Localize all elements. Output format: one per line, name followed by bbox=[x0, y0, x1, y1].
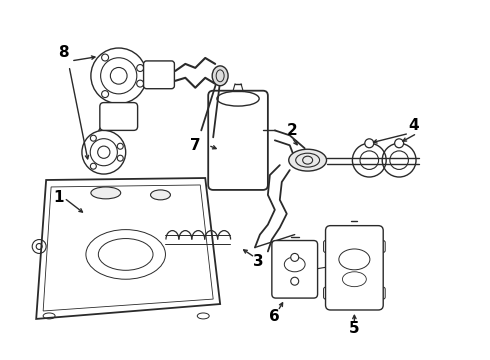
Ellipse shape bbox=[289, 149, 326, 171]
Text: 5: 5 bbox=[349, 321, 360, 336]
Ellipse shape bbox=[212, 66, 228, 86]
FancyBboxPatch shape bbox=[144, 61, 174, 89]
Circle shape bbox=[117, 155, 123, 161]
FancyBboxPatch shape bbox=[325, 226, 383, 310]
Circle shape bbox=[291, 277, 299, 285]
FancyBboxPatch shape bbox=[272, 240, 318, 298]
Circle shape bbox=[117, 143, 123, 149]
Text: 6: 6 bbox=[270, 310, 280, 324]
Ellipse shape bbox=[150, 190, 171, 200]
Circle shape bbox=[137, 64, 144, 72]
Ellipse shape bbox=[91, 187, 121, 199]
Circle shape bbox=[101, 91, 109, 98]
Text: 1: 1 bbox=[54, 190, 64, 205]
Circle shape bbox=[101, 54, 109, 61]
Circle shape bbox=[365, 139, 374, 148]
Circle shape bbox=[90, 135, 97, 141]
Circle shape bbox=[137, 80, 144, 87]
FancyBboxPatch shape bbox=[100, 103, 138, 130]
Text: 7: 7 bbox=[190, 138, 200, 153]
Text: 4: 4 bbox=[409, 118, 419, 133]
Circle shape bbox=[90, 163, 97, 169]
FancyBboxPatch shape bbox=[323, 287, 385, 299]
Circle shape bbox=[291, 253, 299, 261]
Circle shape bbox=[394, 139, 404, 148]
FancyBboxPatch shape bbox=[323, 240, 385, 252]
Text: 3: 3 bbox=[253, 254, 263, 269]
Polygon shape bbox=[36, 178, 220, 319]
Text: 8: 8 bbox=[58, 45, 68, 60]
FancyBboxPatch shape bbox=[208, 91, 268, 190]
Text: 2: 2 bbox=[286, 123, 297, 138]
